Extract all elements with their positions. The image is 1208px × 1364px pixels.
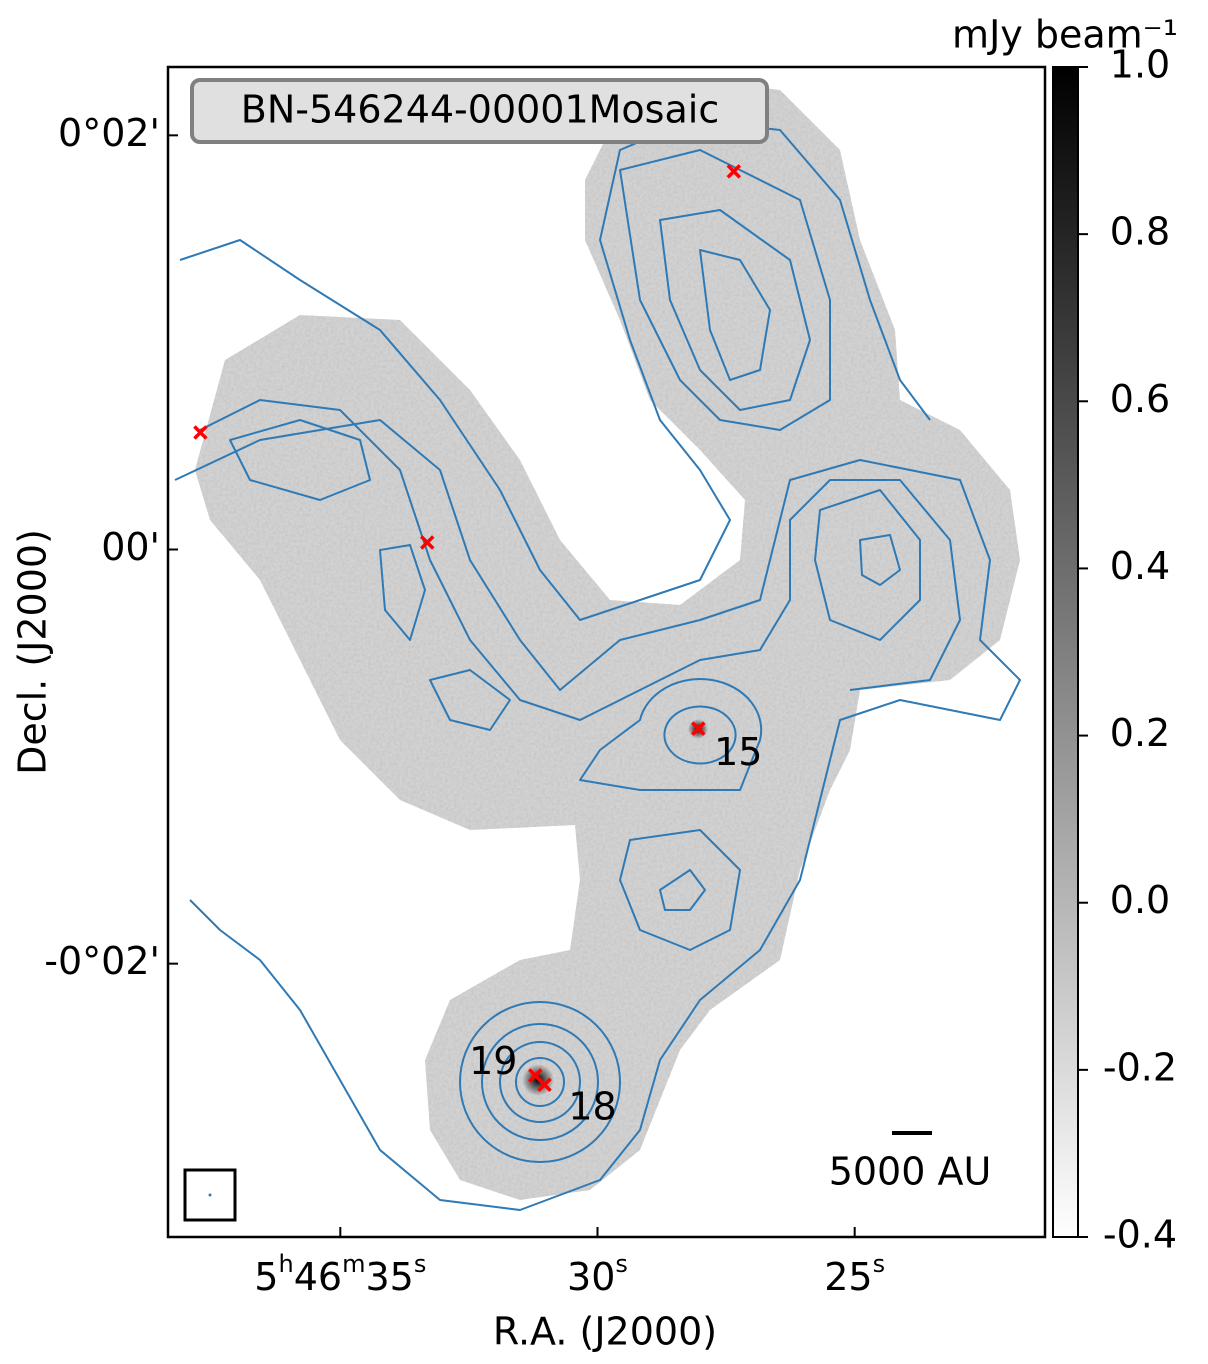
colorbar <box>1052 66 1079 1238</box>
x-axis-label: R.A. (J2000) <box>493 1310 717 1354</box>
scale-bar-label: 5000 AU <box>829 1150 992 1194</box>
y-tick-label: 0°02' <box>58 111 160 155</box>
source-marker <box>420 535 435 550</box>
x-tick-label: 30s <box>567 1250 628 1299</box>
colorbar-tick-label: 0.2 <box>1110 711 1170 755</box>
plot-frame <box>166 65 1047 1239</box>
chart-title: BN-546244-00001Mosaic <box>241 88 719 132</box>
colorbar-tick-label: -0.2 <box>1103 1045 1177 1089</box>
contours <box>174 119 1021 1211</box>
source-label: 19 <box>469 1039 517 1083</box>
colorbar-tick-label: 0.0 <box>1110 878 1170 922</box>
y-axis-label: Decl. (J2000) <box>11 529 55 775</box>
colorbar-tick-label: 1.0 <box>1110 43 1170 87</box>
source-marker <box>726 164 742 179</box>
source-label: 18 <box>568 1084 616 1128</box>
title-box <box>190 78 769 144</box>
colorbar-tick-label: 0.6 <box>1110 377 1170 421</box>
colorbar-tick-label: 0.8 <box>1110 210 1170 254</box>
source-marker <box>193 425 208 440</box>
y-tick-label: 00' <box>101 525 160 569</box>
colorbar-tick-label: 0.4 <box>1110 544 1170 588</box>
colorbar-tick-label: -0.4 <box>1103 1213 1177 1257</box>
beam <box>208 1193 212 1197</box>
beam-box <box>183 1168 237 1222</box>
source-marker <box>537 1077 552 1093</box>
source-marker <box>691 721 706 736</box>
y-tick-label: -0°02' <box>44 939 160 983</box>
colorbar-label: mJy beam⁻¹ <box>952 13 1178 57</box>
source-label: 15 <box>714 730 762 774</box>
x-tick-label: 25s <box>824 1250 885 1299</box>
x-tick-label: 5h46m35s <box>254 1250 426 1299</box>
